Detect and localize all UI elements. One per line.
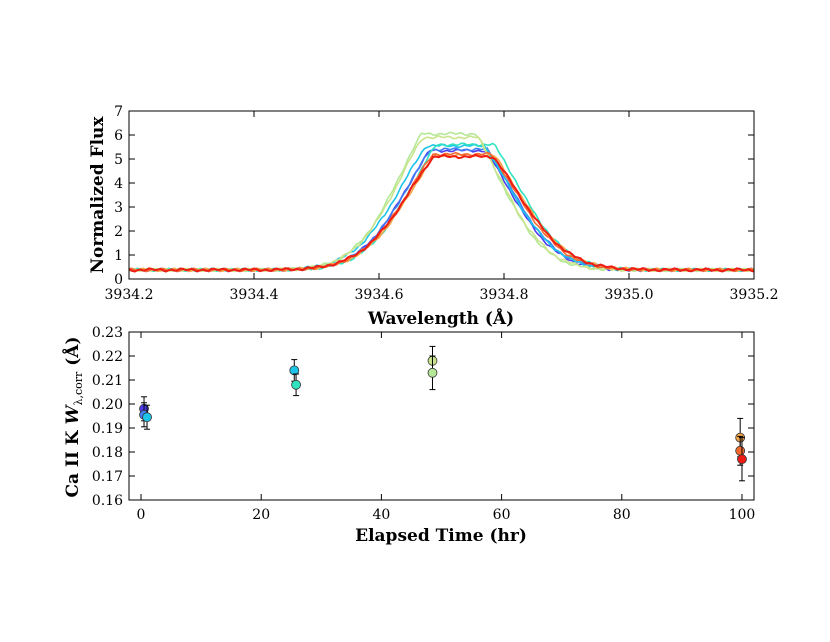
spectrum-line-9 — [128, 153, 755, 273]
spectrum-x-tick-label: 3934.8 — [480, 287, 529, 303]
ew-y-tick-label: 0.23 — [92, 325, 123, 341]
spectrum-y-tick-label: 4 — [114, 176, 123, 192]
ew-point-5 — [291, 379, 301, 390]
spectrum-x-tick-label: 3935.2 — [730, 287, 779, 303]
ew-y-tick-label: 0.17 — [92, 469, 123, 485]
spectrum-line-5 — [129, 131, 755, 273]
spectrum-y-axis-label: Normalized Flux — [88, 116, 108, 274]
equivalent-width-points — [139, 345, 747, 482]
ew-y-label-suffix: (Å) — [61, 336, 83, 371]
ew-y-tick-label: 0.22 — [92, 349, 123, 365]
spectrum-line-3 — [128, 143, 755, 273]
ew-point-4 — [289, 365, 300, 376]
ew-x-tick-label: 40 — [372, 507, 390, 523]
ew-y-label-subscript: λ,corr — [72, 371, 85, 406]
spectrum-lines — [128, 131, 755, 273]
spectrum-line-4 — [128, 142, 755, 273]
ew-y-tick-label: 0.16 — [92, 493, 123, 509]
spectrum-line-8 — [128, 151, 755, 273]
ew-point-3 — [142, 412, 152, 423]
spectrum-axes-frame — [128, 110, 755, 280]
ew-y-tick-label: 0.19 — [92, 421, 123, 437]
spectrum-panel: 3934.2 3934.4 3934.6 3934.8 3935.0 3935.2 0 1 2 3… — [88, 104, 779, 329]
ew-y-axis-label: Ca II K Wλ,corr (Å) — [61, 336, 85, 497]
spectrum-x-tick-label: 3934.4 — [230, 287, 279, 303]
ew-ticks: 0 20 40 60 80 100 0.16 0.17 0.18 0.19 0.20 0.21 0.22… — [92, 325, 756, 523]
spectrum-y-tick-label: 6 — [114, 128, 123, 144]
spectrum-line-7 — [128, 153, 755, 273]
ew-x-tick-label: 20 — [252, 507, 270, 523]
spectrum-ticks: 3934.2 3934.4 3934.6 3934.8 3935.0 3935.2 0 1 2 3… — [105, 104, 779, 303]
spectrum-x-axis-label: Wavelength (Å) — [367, 307, 514, 329]
spectrum-y-tick-label: 0 — [114, 272, 123, 288]
spectrum-y-tick-label: 5 — [114, 152, 123, 168]
ew-y-tick-label: 0.18 — [92, 445, 123, 461]
ew-point-7 — [427, 367, 438, 378]
spectrum-x-tick-label: 3934.6 — [355, 287, 404, 303]
spectrum-y-tick-label: 3 — [114, 200, 123, 216]
ew-x-tick-label: 100 — [729, 507, 756, 523]
ew-x-tick-label: 60 — [493, 507, 511, 523]
spectrum-y-tick-label: 7 — [114, 104, 123, 120]
spectrum-line-2 — [128, 146, 755, 273]
ew-axes-frame — [128, 331, 755, 501]
ew-y-label-symbol: W — [63, 404, 83, 425]
spectrum-y-tick-label: 1 — [114, 248, 123, 264]
ew-y-tick-label: 0.21 — [92, 373, 123, 389]
spectrum-line-1 — [128, 148, 755, 273]
spectrum-x-tick-label: 3934.2 — [105, 287, 154, 303]
ew-point-9 — [735, 445, 746, 456]
equivalent-width-panel: 0 20 40 60 80 100 0.16 0.17 0.18 0.19 0.20 0.21 0.22… — [61, 325, 755, 546]
ew-y-tick-label: 0.20 — [92, 397, 123, 413]
ew-x-tick-label: 0 — [137, 507, 146, 523]
spectrum-x-tick-label: 3935.0 — [605, 287, 654, 303]
spectrum-y-tick-label: 2 — [114, 224, 123, 240]
ew-point-10 — [737, 454, 747, 465]
ew-x-tick-label: 80 — [613, 507, 631, 523]
ew-x-axis-label: Elapsed Time (hr) — [355, 526, 527, 546]
ew-y-label-prefix: Ca II K — [63, 425, 83, 498]
